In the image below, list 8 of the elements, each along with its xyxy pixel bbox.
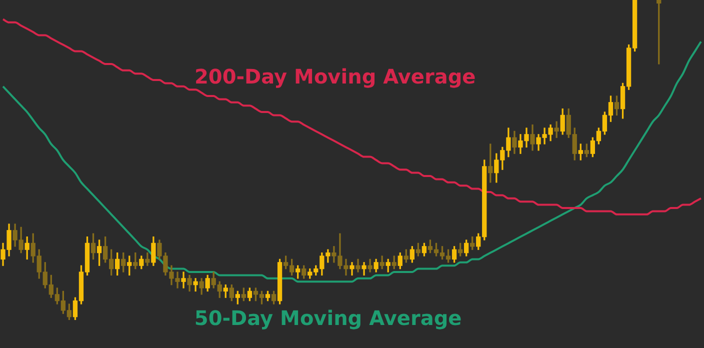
candlestick xyxy=(368,258,372,272)
series-label: 50-Day Moving Average xyxy=(194,306,462,330)
candlestick xyxy=(362,262,366,276)
series-label: 200-Day Moving Average xyxy=(194,64,476,89)
candlestick xyxy=(193,278,198,292)
candlestick xyxy=(356,258,360,272)
candlestick xyxy=(181,272,186,288)
candlestick xyxy=(350,262,354,276)
